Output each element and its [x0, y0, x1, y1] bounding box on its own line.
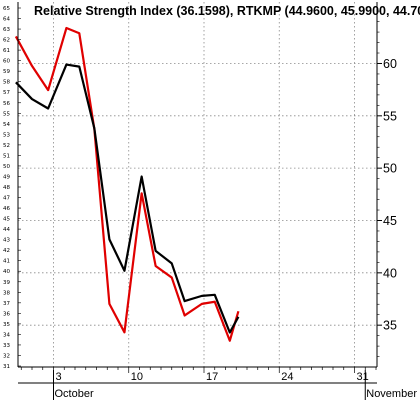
left-tick-label-51: 51 [3, 153, 10, 159]
left-tick-label-39: 39 [3, 280, 10, 286]
left-tick-label-43: 43 [3, 238, 10, 244]
x-tick-label-17: 17 [206, 371, 218, 383]
left-tick-label-55: 55 [3, 111, 10, 117]
left-tick-label-57: 57 [3, 90, 10, 96]
series-line-2 [15, 63, 240, 334]
axes: 31 32 33 34 35 36 37 38 39 40 41 42 43 44 45 46 47 48 49 50… [3, 2, 417, 400]
left-tick-label-33: 33 [3, 343, 10, 349]
left-tick-label-63: 63 [3, 27, 10, 33]
left-tick-label-59: 59 [3, 69, 10, 75]
left-tick-label-61: 61 [3, 48, 10, 54]
left-tick-label-50: 50 [3, 164, 10, 170]
series-lines [14, 26, 240, 342]
left-tick-label-34: 34 [3, 332, 10, 338]
left-tick-label-52: 52 [3, 143, 10, 149]
right-tick-label-55: 55 [383, 109, 397, 123]
chart-title: Relative Strength Index (36.1598), RTKMP… [34, 4, 420, 18]
left-tick-label-48: 48 [3, 185, 10, 191]
left-tick-label-32: 32 [3, 353, 10, 359]
left-tick-label-45: 45 [3, 217, 10, 223]
left-tick-label-31: 31 [3, 364, 10, 370]
left-tick-label-56: 56 [3, 101, 10, 107]
left-tick-label-47: 47 [3, 196, 10, 202]
x-tick-label-3: 3 [56, 371, 62, 383]
right-tick-label-45: 45 [383, 214, 397, 228]
right-tick-label-60: 60 [383, 57, 397, 71]
left-tick-label-41: 41 [3, 259, 10, 265]
month-label-November: November [366, 388, 417, 400]
left-tick-label-37: 37 [3, 301, 10, 307]
left-tick-label-53: 53 [3, 132, 10, 138]
left-tick-label-35: 35 [3, 322, 10, 328]
x-tick-label-10: 10 [131, 371, 143, 383]
left-tick-label-64: 64 [3, 17, 10, 23]
left-tick-label-54: 54 [3, 122, 10, 128]
left-tick-label-49: 49 [3, 174, 10, 180]
left-tick-label-60: 60 [3, 59, 10, 65]
x-tick-label-24: 24 [281, 371, 293, 383]
right-tick-label-50: 50 [383, 162, 397, 176]
left-tick-label-65: 65 [3, 6, 10, 12]
left-tick-label-58: 58 [3, 80, 10, 86]
left-tick-label-36: 36 [3, 311, 10, 317]
left-tick-label-46: 46 [3, 206, 10, 212]
left-tick-label-40: 40 [3, 269, 10, 275]
series-line-1 [14, 26, 240, 342]
x-tick-label-31: 31 [357, 371, 369, 383]
right-tick-label-35: 35 [383, 319, 397, 333]
left-tick-label-44: 44 [3, 227, 10, 233]
month-label-October: October [55, 388, 94, 400]
left-tick-label-62: 62 [3, 38, 10, 44]
right-tick-label-40: 40 [383, 266, 397, 280]
left-tick-label-38: 38 [3, 290, 10, 296]
left-tick-label-42: 42 [3, 248, 10, 254]
